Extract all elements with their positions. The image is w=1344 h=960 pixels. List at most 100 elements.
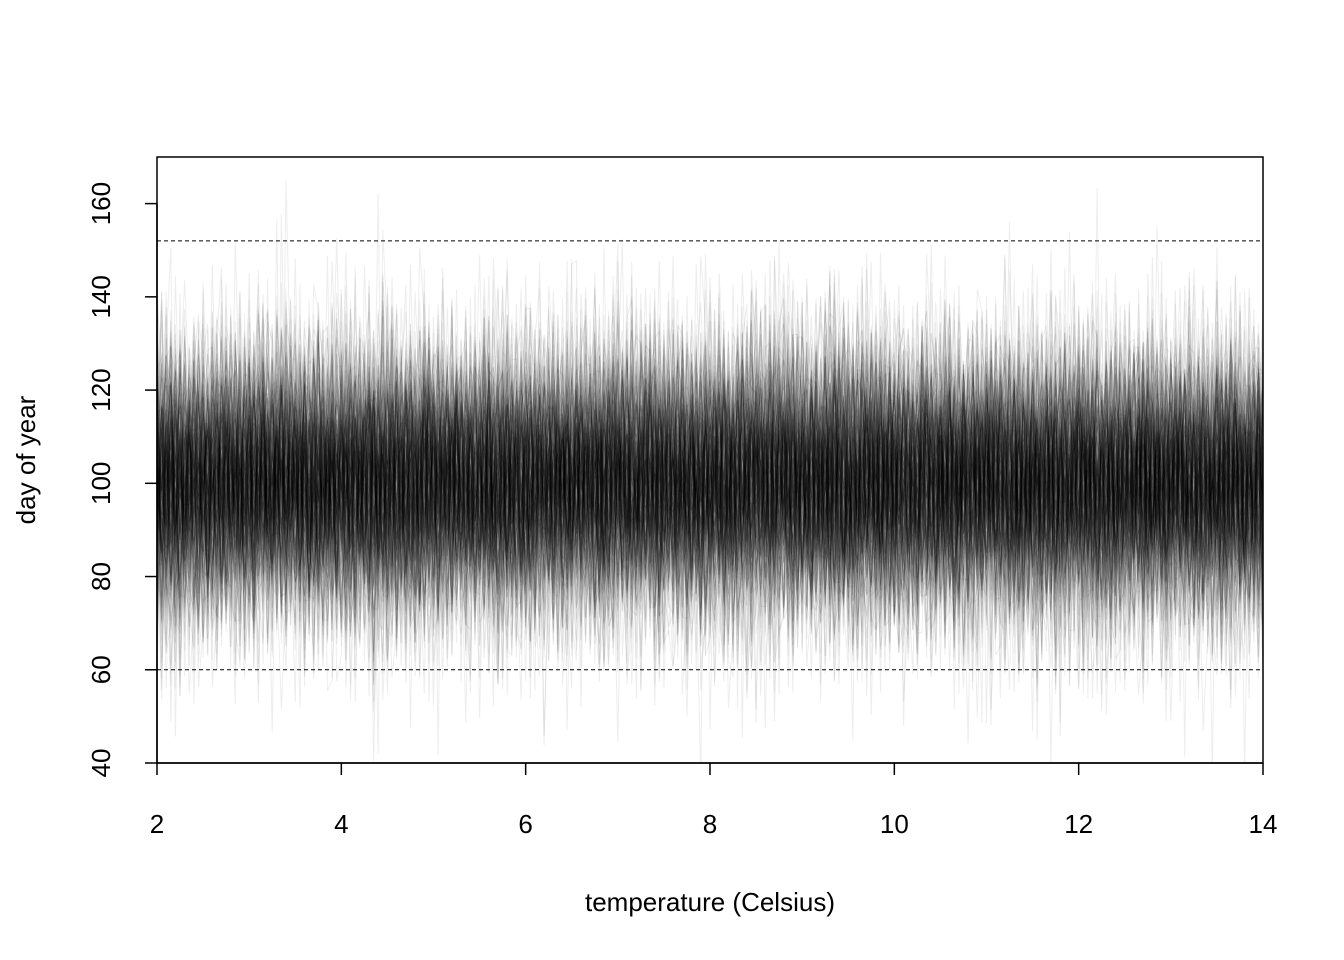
series-line xyxy=(157,324,1263,683)
series-line xyxy=(157,179,1263,675)
series-line xyxy=(157,265,1263,743)
series-line xyxy=(157,225,1263,655)
series-line xyxy=(157,294,1263,645)
series-line xyxy=(157,273,1263,637)
series-line xyxy=(157,304,1263,669)
series-line xyxy=(157,283,1263,700)
series-line xyxy=(157,270,1263,687)
series-line xyxy=(157,287,1263,687)
series-line xyxy=(157,285,1263,702)
series-line xyxy=(157,329,1263,680)
series-line xyxy=(157,296,1263,689)
series-line xyxy=(157,322,1263,702)
series-line xyxy=(157,273,1263,676)
series-line xyxy=(157,276,1263,627)
series-line xyxy=(157,285,1263,701)
y-axis: 40 60 80 100 120 140 160 xyxy=(86,182,158,777)
series-line xyxy=(157,252,1263,679)
series-line xyxy=(157,329,1263,668)
series-line xyxy=(157,264,1263,672)
series-line xyxy=(157,295,1263,680)
x-tick-label: 12 xyxy=(1064,809,1093,839)
series-line xyxy=(157,292,1263,667)
series-line xyxy=(157,305,1263,679)
series-line xyxy=(157,312,1263,662)
series-line xyxy=(157,309,1263,695)
series-line xyxy=(157,258,1263,690)
y-tick-label: 140 xyxy=(86,275,116,318)
series-line xyxy=(157,278,1263,685)
series-line xyxy=(157,221,1263,710)
series-line xyxy=(157,302,1263,701)
series-line xyxy=(157,277,1263,669)
series-line xyxy=(157,291,1263,669)
series-line xyxy=(157,273,1263,663)
series-line xyxy=(157,288,1263,699)
x-tick-label: 4 xyxy=(334,809,348,839)
series-line xyxy=(157,256,1263,691)
series-line xyxy=(157,310,1263,652)
series-line xyxy=(157,316,1263,677)
series-line xyxy=(157,315,1263,656)
series-line xyxy=(157,314,1263,763)
series-line xyxy=(157,292,1263,636)
series-line xyxy=(157,259,1263,709)
series-line xyxy=(157,289,1263,763)
series-line xyxy=(157,230,1263,708)
series-line xyxy=(157,237,1263,685)
series-line xyxy=(157,248,1263,732)
series-line xyxy=(157,265,1263,661)
series-line xyxy=(157,270,1263,654)
series-line xyxy=(157,303,1263,637)
series-line xyxy=(157,311,1263,679)
series-line xyxy=(157,289,1263,687)
series-line xyxy=(157,308,1263,656)
series-line xyxy=(157,300,1263,670)
series-line xyxy=(157,323,1263,679)
series-line xyxy=(157,261,1263,665)
series-line xyxy=(157,231,1263,690)
series-line xyxy=(157,252,1263,672)
series-line xyxy=(157,308,1263,676)
series-line xyxy=(157,312,1263,647)
x-tick-label: 2 xyxy=(150,809,164,839)
series-line xyxy=(157,289,1263,693)
series-line xyxy=(157,302,1263,678)
series-line xyxy=(157,332,1263,677)
series-line xyxy=(157,319,1263,677)
series-line xyxy=(157,303,1263,719)
series-line xyxy=(157,254,1263,684)
series-line xyxy=(157,291,1263,698)
series-line xyxy=(157,247,1263,685)
series-line xyxy=(157,325,1263,690)
series-line xyxy=(157,278,1263,679)
series-line xyxy=(157,294,1263,674)
series-line xyxy=(157,311,1263,655)
series-line xyxy=(157,243,1263,665)
series-line xyxy=(157,309,1263,668)
series-line xyxy=(157,314,1263,666)
x-tick-label: 10 xyxy=(880,809,909,839)
series-line xyxy=(157,332,1263,640)
series-line xyxy=(157,276,1263,694)
series-line xyxy=(157,271,1263,700)
series-line xyxy=(157,330,1263,669)
series-line xyxy=(157,302,1263,690)
series-line xyxy=(157,280,1263,697)
series-line xyxy=(157,330,1263,651)
series-line xyxy=(157,290,1263,667)
series-line xyxy=(157,285,1263,706)
series-line xyxy=(157,271,1263,697)
series-line xyxy=(157,294,1263,658)
series-line xyxy=(157,291,1263,698)
series-line xyxy=(157,321,1263,696)
series-line xyxy=(157,292,1263,637)
x-tick-label: 6 xyxy=(518,809,532,839)
series-line xyxy=(157,254,1263,727)
series-line xyxy=(157,275,1263,746)
series-line xyxy=(157,261,1263,665)
series-line xyxy=(157,262,1263,713)
series-line xyxy=(157,277,1263,696)
series-line xyxy=(157,314,1263,699)
series-line xyxy=(157,295,1263,661)
